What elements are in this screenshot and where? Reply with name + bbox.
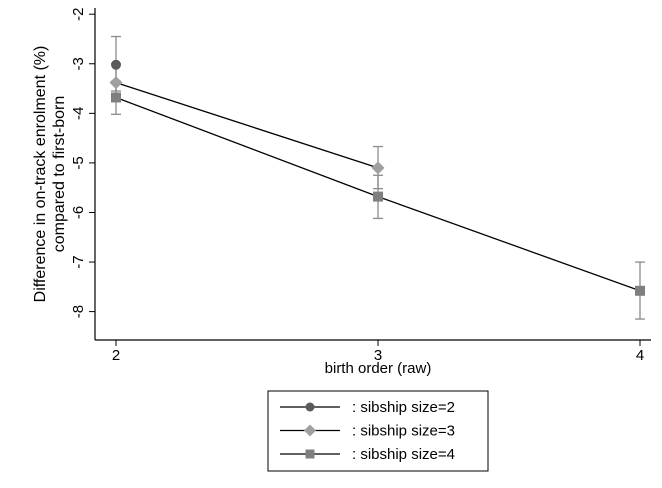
data-point: [373, 191, 383, 202]
y-axis-title-line-2: compared to first-born: [51, 96, 68, 253]
x-axis-title: birth order (raw): [325, 360, 432, 377]
data-point: [111, 59, 121, 70]
y-tick-label: -4: [70, 107, 87, 120]
legend-label: : sibship size=4: [352, 446, 455, 463]
y-tick-label: -8: [70, 305, 87, 318]
y-tick-label: -2: [70, 8, 87, 21]
series-markers: [109, 59, 645, 296]
y-tick-label: -5: [70, 156, 87, 169]
data-point: [635, 285, 645, 296]
legend-label: : sibship size=2: [352, 399, 455, 416]
y-tick-label: -3: [70, 57, 87, 70]
data-point: [371, 161, 385, 175]
legend: : sibship size=2 : sibship size=3 : sibshi…: [267, 390, 489, 472]
axes: -8 -7 -6 -5 -4 -3 -2 2 3 4 birth order (raw) Differ…: [32, 8, 651, 377]
legend-label: : sibship size=3: [352, 423, 455, 440]
legend-marker: [305, 402, 315, 412]
y-tick-label: -6: [70, 206, 87, 219]
legend-marker: [305, 449, 315, 459]
legend-marker: [304, 424, 316, 437]
x-tick-label: 3: [374, 347, 382, 364]
y-tick-label: -7: [70, 255, 87, 268]
x-tick-label: 4: [636, 347, 644, 364]
data-point: [111, 92, 121, 103]
series-line: [115, 81, 379, 169]
y-axis-title-line-1: Difference in on-track enrolment (%): [32, 46, 49, 303]
x-tick-label: 2: [112, 347, 120, 364]
data-point: [109, 76, 123, 90]
